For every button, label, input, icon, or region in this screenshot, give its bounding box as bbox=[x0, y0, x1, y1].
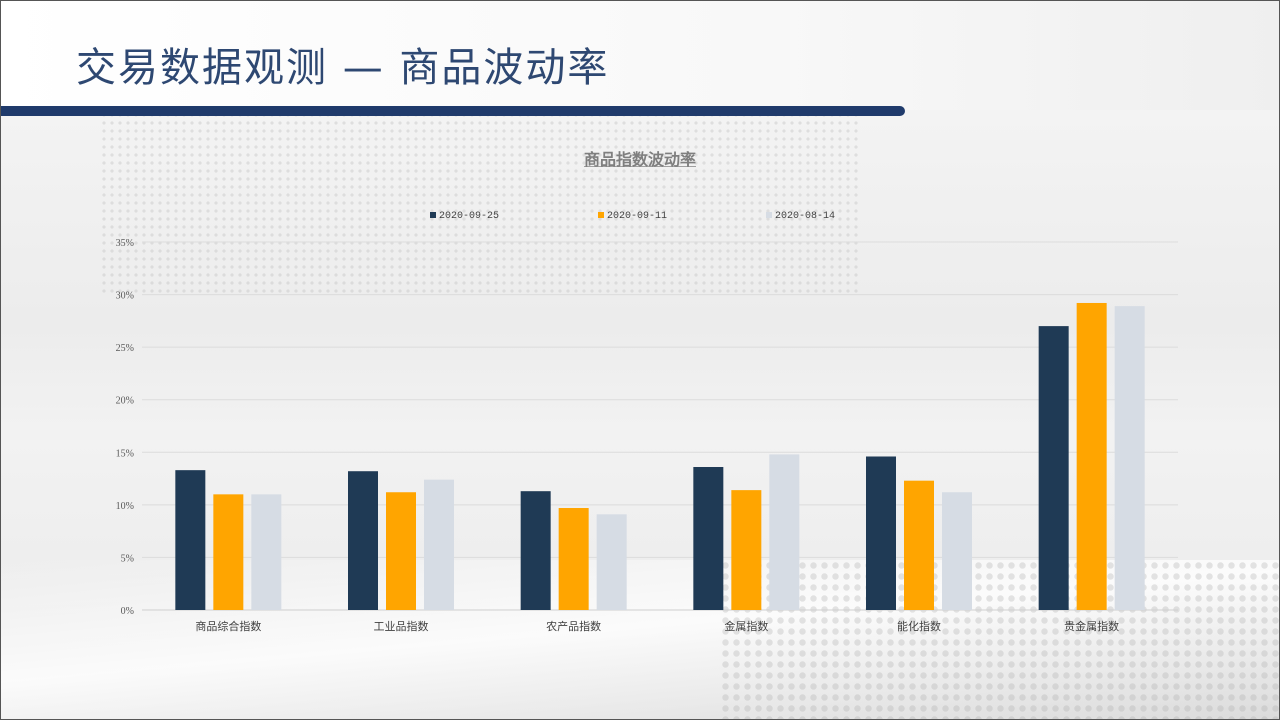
x-tick-label: 能化指数 bbox=[897, 619, 941, 633]
bar bbox=[348, 471, 378, 610]
dot-pattern-background bbox=[720, 560, 1280, 720]
legend-label: 2020-09-25 bbox=[439, 211, 499, 222]
y-tick-label: 20% bbox=[116, 396, 134, 407]
y-tick-label: 10% bbox=[116, 501, 134, 512]
y-tick-label: 25% bbox=[116, 343, 134, 354]
x-tick-label: 工业品指数 bbox=[374, 619, 429, 633]
y-tick-label: 5% bbox=[121, 553, 134, 564]
x-tick-label: 商品综合指数 bbox=[195, 619, 261, 633]
bar bbox=[866, 456, 896, 610]
bar bbox=[942, 492, 972, 610]
header-band bbox=[0, 0, 1280, 110]
x-tick-label: 金属指数 bbox=[724, 619, 768, 633]
bar bbox=[175, 470, 206, 610]
bar bbox=[904, 480, 934, 610]
bar bbox=[596, 514, 627, 610]
bar bbox=[769, 454, 800, 610]
chart-title: 商品指数波动率 bbox=[583, 150, 696, 169]
legend-swatch bbox=[766, 212, 772, 218]
page-title: 交易数据观测 — 商品波动率 bbox=[76, 45, 610, 91]
world-map-dot-background bbox=[100, 95, 860, 295]
y-tick-label: 0% bbox=[121, 606, 134, 617]
bar bbox=[731, 490, 762, 610]
legend-label: 2020-09-11 bbox=[607, 211, 667, 222]
bar bbox=[424, 479, 454, 610]
y-tick-label: 15% bbox=[116, 448, 134, 459]
bar bbox=[520, 491, 551, 610]
x-tick-label: 贵金属指数 bbox=[1064, 619, 1119, 633]
title-underline-bar bbox=[0, 106, 905, 116]
legend-swatch bbox=[430, 212, 436, 218]
bar bbox=[1038, 326, 1069, 610]
y-tick-label: 30% bbox=[116, 291, 134, 302]
legend-label: 2020-08-14 bbox=[775, 211, 835, 222]
bar bbox=[1114, 306, 1145, 610]
x-tick-label: 农产品指数 bbox=[546, 619, 601, 633]
bar bbox=[251, 494, 282, 610]
chart-title-wrap: 商品指数波动率 bbox=[0, 146, 1280, 170]
legend-swatch bbox=[598, 212, 604, 218]
bar bbox=[386, 492, 416, 610]
bar bbox=[693, 467, 724, 610]
bar bbox=[213, 494, 244, 610]
bar bbox=[1076, 302, 1107, 610]
y-tick-label: 35% bbox=[116, 238, 134, 249]
bar bbox=[558, 508, 589, 610]
